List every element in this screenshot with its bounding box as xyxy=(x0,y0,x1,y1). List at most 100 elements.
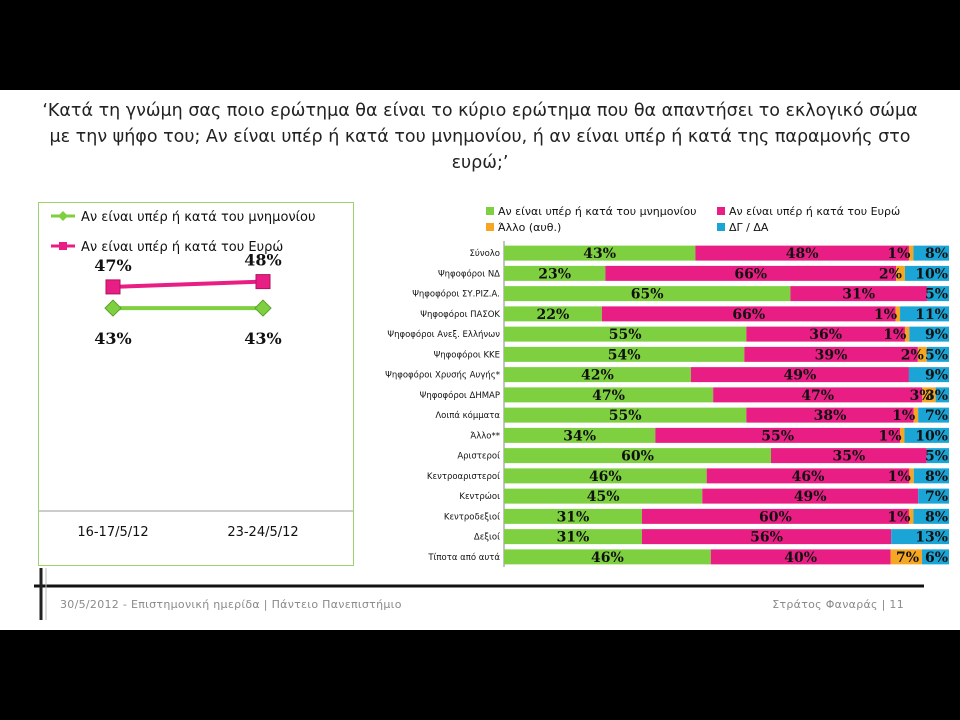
bar-10-seg-1 xyxy=(771,448,927,464)
series-0-label-1: 43% xyxy=(244,329,281,348)
bar-12-label-0: 45% xyxy=(587,489,620,505)
bar-9-label-3: 10% xyxy=(915,428,948,444)
bar-legend-label-2: Άλλο (αυθ.) xyxy=(498,221,561,234)
bar-3-label-3: 11% xyxy=(915,307,948,323)
bar-11-seg-1 xyxy=(706,468,910,484)
bar-3-seg-0 xyxy=(504,306,602,322)
bar-7-seg-1 xyxy=(713,387,923,403)
bar-15-label-3: 6% xyxy=(925,550,948,566)
bar-category-label-5: Ψηφοφόροι ΚΚΕ xyxy=(434,349,500,360)
bar-9-seg-0 xyxy=(504,427,656,443)
bar-8-seg-0 xyxy=(504,407,747,423)
bar-7-label-3: 3% xyxy=(925,388,948,404)
bar-13-seg-0 xyxy=(504,508,642,524)
bar-5-seg-1 xyxy=(744,346,918,362)
line-chart: Αν είναι υπέρ ή κατά του μνημονίου Αν είν… xyxy=(39,210,353,540)
bar-category-label-10: Αριστεροί xyxy=(457,452,500,462)
bar-category-label-7: Ψηφοφόροι ΔΗΜΑΡ xyxy=(420,390,500,401)
bar-category-label-3: Ψηφοφόροι ΠΑΣΟΚ xyxy=(420,309,500,320)
line-x-tick-0: 16-17/5/12 xyxy=(77,525,148,540)
bar-2-label-1: 31% xyxy=(842,287,875,303)
bar-6-label-1: 49% xyxy=(784,368,817,384)
bar-2-seg-3 xyxy=(926,286,949,302)
bar-0-label-2: 1% xyxy=(887,246,910,262)
bar-7-seg-2 xyxy=(922,387,936,403)
bar-3-seg-2 xyxy=(895,306,901,322)
bar-11-label-3: 8% xyxy=(925,469,948,485)
bar-8-label-0: 55% xyxy=(609,408,642,424)
footer-left-text: 30/5/2012 - Επιστημονική ημερίδα | Πάντε… xyxy=(60,598,402,611)
bar-7-label-1: 47% xyxy=(801,388,834,404)
bar-5-seg-2 xyxy=(917,346,927,362)
bar-legend-label-0: Αν είναι υπέρ ή κατά του μνημονίου xyxy=(498,205,696,218)
bar-1-seg-3 xyxy=(904,265,949,281)
bar-8-label-2: 1% xyxy=(892,408,915,424)
bar-6-seg-0 xyxy=(504,367,691,383)
bar-category-label-15: Τίποτα από αυτά xyxy=(427,552,500,563)
bar-11-label-2: 1% xyxy=(888,469,911,485)
bar-15-label-0: 46% xyxy=(591,550,624,566)
bar-6-seg-3 xyxy=(908,367,949,383)
bar-14-label-3: 13% xyxy=(915,530,948,546)
bar-9-seg-2 xyxy=(900,427,905,443)
bar-15-seg-2 xyxy=(890,549,923,565)
series-0-point-0 xyxy=(104,299,122,317)
bar-8-seg-1 xyxy=(746,407,914,423)
bar-category-label-0: Σύνολο xyxy=(470,248,500,259)
bar-12-seg-0 xyxy=(504,488,703,504)
bar-13-seg-2 xyxy=(908,508,914,524)
bar-4-label-2: 1% xyxy=(883,327,906,343)
bar-14-seg-0 xyxy=(504,529,642,545)
bar-13-seg-3 xyxy=(913,508,949,524)
series-line-1 xyxy=(112,279,264,289)
bar-legend-label-1: Αν είναι υπέρ ή κατά του Ευρώ xyxy=(729,205,900,218)
bar-4-seg-3 xyxy=(909,326,949,342)
bar-4-seg-2 xyxy=(904,326,910,342)
bar-13-label-0: 31% xyxy=(557,509,590,525)
series-1-label-1: 48% xyxy=(244,251,281,270)
bar-4-label-3: 9% xyxy=(925,327,948,343)
bar-2-label-3: 5% xyxy=(925,287,948,303)
bar-4-label-0: 55% xyxy=(609,327,642,343)
bar-5-label-3: 5% xyxy=(925,347,948,363)
bar-1-seg-0 xyxy=(504,265,606,281)
bar-5-label-1: 39% xyxy=(815,347,848,363)
bar-4-seg-0 xyxy=(504,326,747,342)
bar-9-label-1: 55% xyxy=(761,428,794,444)
bar-3-label-1: 66% xyxy=(732,307,765,323)
bar-category-label-6: Ψηφοφόροι Χρυσής Αυγής* xyxy=(385,370,500,381)
bar-11-seg-3 xyxy=(913,468,949,484)
bar-0-seg-3 xyxy=(913,245,949,261)
bar-2-seg-0 xyxy=(504,286,791,302)
bar-4-label-1: 36% xyxy=(809,327,842,343)
bar-8-seg-2 xyxy=(913,407,919,423)
bar-13-seg-1 xyxy=(641,508,909,524)
bar-9-seg-1 xyxy=(655,427,901,443)
bar-13-label-1: 60% xyxy=(759,509,792,525)
bar-10-label-3: 5% xyxy=(925,449,948,465)
legend-label-1: Αν είναι υπέρ ή κατά του Ευρώ xyxy=(81,240,283,255)
bar-13-label-3: 8% xyxy=(925,509,948,525)
bar-13-label-2: 1% xyxy=(887,509,910,525)
bar-15-label-1: 40% xyxy=(784,550,817,566)
bar-5-seg-0 xyxy=(504,346,745,362)
bar-1-seg-1 xyxy=(605,265,897,281)
bar-6-seg-1 xyxy=(690,367,909,383)
series-0-point-1 xyxy=(254,299,272,317)
bar-1-label-2: 2% xyxy=(879,266,902,282)
bar-0-seg-2 xyxy=(908,245,914,261)
bar-4-seg-1 xyxy=(746,326,905,342)
legend-marker-0 xyxy=(58,211,68,221)
bar-category-label-14: Δεξιοί xyxy=(474,533,500,543)
bar-12-seg-1 xyxy=(702,488,919,504)
bar-3-seg-1 xyxy=(601,306,896,322)
bar-11-seg-0 xyxy=(504,468,707,484)
bar-3-seg-3 xyxy=(900,306,949,322)
legend-label-0: Αν είναι υπέρ ή κατά του μνημονίου xyxy=(81,210,316,225)
bar-11-label-0: 46% xyxy=(589,469,622,485)
bar-12-label-3: 7% xyxy=(925,489,948,505)
bar-1-label-0: 23% xyxy=(538,266,571,282)
bar-5-label-2: 2% xyxy=(901,347,924,363)
line-x-tick-1: 23-24/5/12 xyxy=(227,525,298,540)
bar-category-label-12: Κεντρώοι xyxy=(459,491,500,502)
